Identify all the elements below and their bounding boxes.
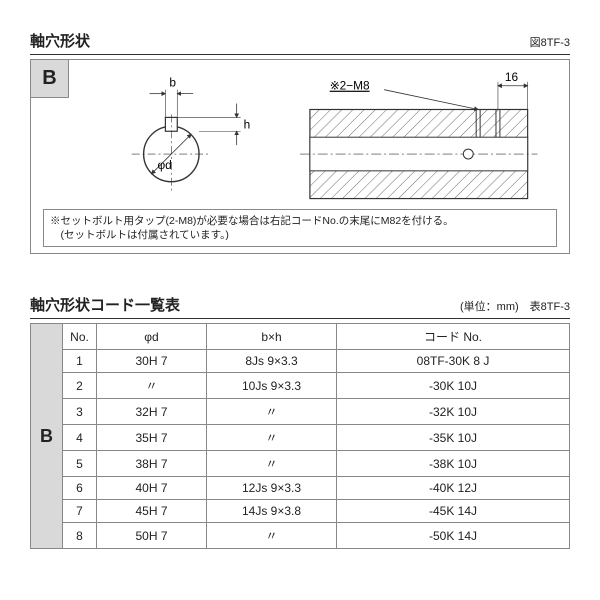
diagram-box: B b xyxy=(30,59,570,254)
table-row: 850H 7〃-50K 14J xyxy=(31,523,570,549)
table-row: 640H 712Js 9×3.3-40K 12J xyxy=(31,477,570,500)
table-row: 435H 7〃-35K 10J xyxy=(31,425,570,451)
note-line2: (セットボルトは付属されています。) xyxy=(50,228,550,242)
table-header-row: B No. φd b×h コード No. xyxy=(31,324,570,350)
table-unit-label: (単位：mm) 表8TF-3 xyxy=(460,298,570,314)
label-phid: φd xyxy=(157,158,171,172)
diagram-title-row: 軸穴形状 図8TF-3 xyxy=(30,30,570,55)
label-m8: ※2−M8 xyxy=(330,79,370,93)
th-code: コード No. xyxy=(337,324,570,350)
label-h: h xyxy=(244,117,251,131)
label-16: 16 xyxy=(505,70,519,84)
end-view: b h φd xyxy=(132,76,250,194)
diagram-fig-label: 図8TF-3 xyxy=(530,34,570,50)
table-row: 538H 7〃-38K 10J xyxy=(31,451,570,477)
table-title: 軸穴形状コード一覧表 xyxy=(30,294,180,315)
note-line1: ※セットボルト用タップ(2-M8)が必要な場合は右記コードNo.の末尾にM82を… xyxy=(50,214,550,228)
table-row: 745H 714Js 9×3.8-45K 14J xyxy=(31,500,570,523)
table-row: 332H 7〃-32K 10J xyxy=(31,399,570,425)
table-row: 2〃10Js 9×3.3-30K 10J xyxy=(31,373,570,399)
diagram-note: ※セットボルト用タップ(2-M8)が必要な場合は右記コードNo.の末尾にM82を… xyxy=(43,209,557,247)
label-b: b xyxy=(169,76,176,90)
code-table: B No. φd b×h コード No. 130H 78Js 9×3.308TF… xyxy=(30,323,570,549)
th-no: No. xyxy=(63,324,97,350)
table-row: 130H 78Js 9×3.308TF-30K 8 J xyxy=(31,350,570,373)
th-bh: b×h xyxy=(207,324,337,350)
diagram-title: 軸穴形状 xyxy=(30,30,90,51)
table-title-row: 軸穴形状コード一覧表 (単位：mm) 表8TF-3 xyxy=(30,294,570,319)
th-d: φd xyxy=(97,324,207,350)
side-badge: B xyxy=(31,324,63,549)
side-view: ※2−M8 16 xyxy=(300,70,538,199)
